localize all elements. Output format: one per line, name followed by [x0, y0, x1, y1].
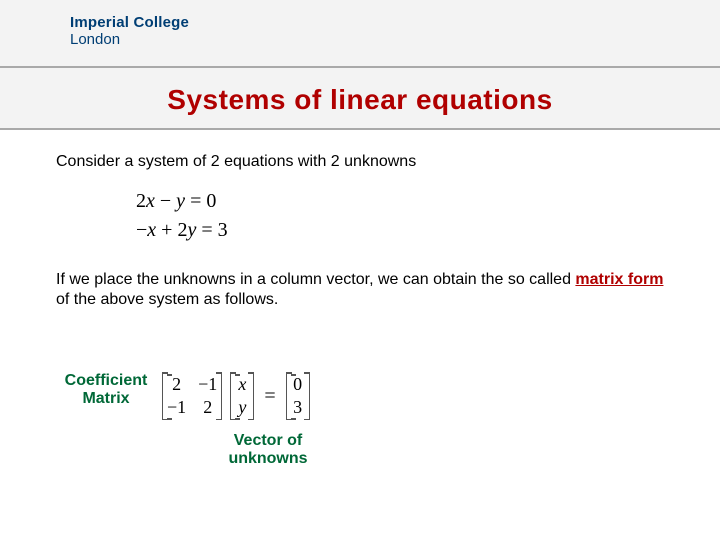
- institution-logo: Imperial College London: [70, 14, 189, 48]
- eq1-rhs: 0: [206, 190, 216, 212]
- matrix-equation: 2 −1 −1 2 x y = 0 3: [162, 372, 310, 420]
- matrix-form-emphasis: matrix form: [575, 271, 663, 288]
- separator-bottom: [0, 128, 720, 130]
- separator-top: [0, 66, 720, 68]
- coefficient-matrix: 2 −1 −1 2: [162, 372, 222, 420]
- b-1: 3: [291, 397, 305, 418]
- vector-unknowns-label: Vector of unknowns: [218, 432, 318, 469]
- para2-pre: If we place the unknowns in a column vec…: [56, 271, 575, 288]
- coef-label-l2: Matrix: [82, 390, 129, 407]
- logo-line-2: London: [70, 31, 189, 48]
- A-0-0: 2: [167, 374, 186, 395]
- rhs-vector: 0 3: [286, 372, 310, 420]
- page-title: Systems of linear equations: [0, 84, 720, 116]
- A-1-0: −1: [167, 397, 186, 418]
- vec-label-l1: Vector of: [234, 432, 302, 449]
- equation-1: 2x − y = 0: [136, 190, 680, 213]
- body-content: Consider a system of 2 equations with 2 …: [56, 152, 680, 328]
- unknowns-vector: x y: [230, 372, 254, 420]
- x-1: y: [235, 397, 249, 418]
- A-0-1: −1: [198, 374, 217, 395]
- para2-post: of the above system as follows.: [56, 291, 278, 308]
- equals-sign: =: [262, 385, 277, 408]
- slide: Imperial College London Systems of linea…: [0, 0, 720, 540]
- logo-line-1: Imperial College: [70, 14, 189, 31]
- eq2-rhs: 3: [218, 219, 228, 241]
- b-0: 0: [291, 374, 305, 395]
- equation-system: 2x − y = 0 −x + 2y = 3: [136, 190, 680, 242]
- x-0: x: [235, 374, 249, 395]
- coef-label-l1: Coefficient: [65, 372, 148, 389]
- A-1-1: 2: [198, 397, 217, 418]
- vec-label-l2: unknowns: [228, 450, 307, 467]
- equation-2: −x + 2y = 3: [136, 219, 680, 242]
- explain-paragraph: If we place the unknowns in a column vec…: [56, 270, 680, 310]
- intro-paragraph: Consider a system of 2 equations with 2 …: [56, 152, 680, 172]
- coefficient-matrix-label: Coefficient Matrix: [56, 372, 156, 409]
